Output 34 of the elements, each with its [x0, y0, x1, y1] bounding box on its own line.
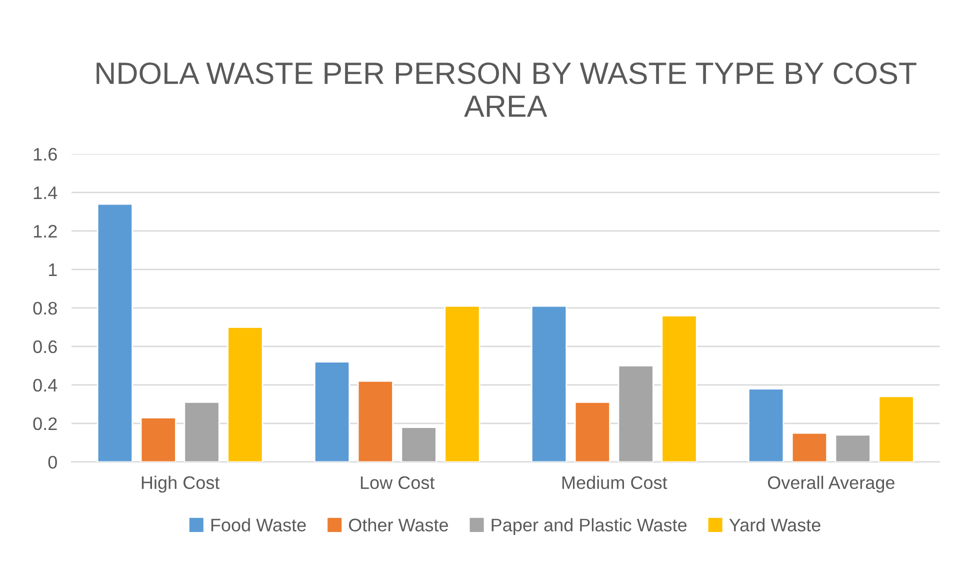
x-tick-label: Overall Average: [768, 476, 894, 493]
legend-label: Food Waste: [211, 518, 306, 532]
y-tick-label: 1.6: [34, 148, 57, 161]
bar: [357, 380, 394, 462]
bar: [530, 305, 568, 462]
bar: [834, 434, 871, 462]
y-tick-label: 1.2: [34, 224, 57, 238]
y-tick-label: 0.2: [33, 417, 57, 430]
bar: [444, 305, 480, 462]
legend-label: Other Waste: [348, 518, 448, 532]
y-tick-label: 0.8: [33, 302, 57, 315]
y-tick-label: 0.6: [33, 340, 57, 354]
bar: [400, 426, 437, 462]
legend-label: Paper and Plastic Waste: [492, 518, 687, 536]
legend-label: Yard Waste: [729, 518, 820, 532]
y-tick-label: 0.4: [33, 378, 58, 392]
bar: [227, 326, 264, 462]
bar: [314, 361, 350, 462]
x-tick-label: Low Cost: [360, 476, 435, 490]
bar: [748, 388, 784, 462]
bar: [96, 203, 134, 462]
x-tick-label: High Cost: [142, 476, 220, 493]
bar: [791, 432, 828, 462]
bar: [574, 402, 610, 462]
bar: [184, 402, 220, 462]
y-tick-label: 1: [48, 264, 57, 276]
y-tick-label: 0: [48, 456, 57, 469]
bar: [140, 416, 176, 462]
y-tick-label: 1.4: [34, 186, 58, 199]
bar: [618, 364, 654, 462]
chart-title: NDOLA WASTE PER PERSON BY WASTE TYPE BY COST AREA: [96, 62, 916, 117]
bar: [661, 314, 698, 462]
x-tick-label: Medium Cost: [562, 476, 668, 490]
bar: [878, 396, 914, 462]
